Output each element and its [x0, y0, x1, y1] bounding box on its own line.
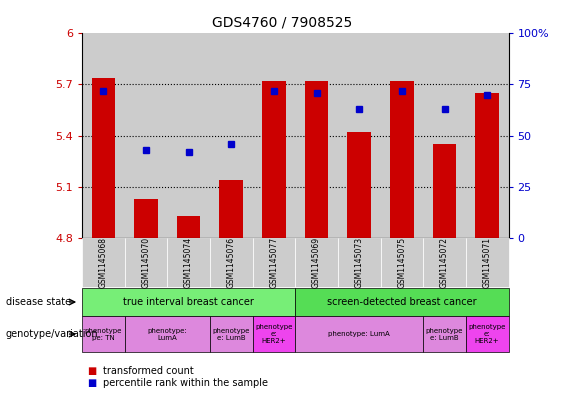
- Bar: [338, 33, 381, 238]
- Bar: [423, 33, 466, 238]
- Bar: [381, 33, 423, 238]
- Bar: [253, 33, 295, 238]
- Text: phenotype
e:
HER2+: phenotype e: HER2+: [255, 324, 293, 344]
- Bar: [210, 33, 253, 238]
- Bar: [305, 81, 328, 238]
- Bar: [466, 33, 509, 238]
- Bar: [124, 33, 167, 238]
- Text: GSM1145075: GSM1145075: [397, 237, 406, 288]
- Text: genotype/variation: genotype/variation: [6, 329, 98, 339]
- Bar: [92, 78, 115, 238]
- Text: GSM1145073: GSM1145073: [355, 237, 364, 288]
- Text: ■: ■: [88, 365, 97, 376]
- Text: GSM1145068: GSM1145068: [99, 237, 108, 288]
- Text: ■: ■: [88, 378, 97, 388]
- Bar: [82, 33, 124, 238]
- Text: phenotype
e:
HER2+: phenotype e: HER2+: [468, 324, 506, 344]
- Text: phenotype
e: LumB: phenotype e: LumB: [426, 327, 463, 341]
- Bar: [177, 216, 201, 238]
- Text: phenotype
e: LumB: phenotype e: LumB: [212, 327, 250, 341]
- Bar: [475, 93, 499, 238]
- Text: percentile rank within the sample: percentile rank within the sample: [103, 378, 268, 388]
- Bar: [134, 198, 158, 238]
- Text: GSM1145077: GSM1145077: [270, 237, 279, 288]
- Bar: [295, 33, 338, 238]
- Bar: [167, 33, 210, 238]
- Text: phenotype:
LumA: phenotype: LumA: [147, 327, 187, 341]
- Text: phenotype
pe: TN: phenotype pe: TN: [85, 327, 122, 341]
- Bar: [433, 144, 457, 238]
- Text: GSM1145071: GSM1145071: [483, 237, 492, 288]
- Bar: [219, 180, 243, 238]
- Text: GDS4760 / 7908525: GDS4760 / 7908525: [212, 16, 353, 30]
- Text: transformed count: transformed count: [103, 365, 194, 376]
- Text: phenotype: LumA: phenotype: LumA: [328, 331, 390, 337]
- Text: GSM1145076: GSM1145076: [227, 237, 236, 288]
- Bar: [347, 132, 371, 238]
- Bar: [390, 81, 414, 238]
- Bar: [262, 81, 286, 238]
- Text: true interval breast cancer: true interval breast cancer: [123, 297, 254, 307]
- Text: GSM1145074: GSM1145074: [184, 237, 193, 288]
- Text: GSM1145069: GSM1145069: [312, 237, 321, 288]
- Text: GSM1145072: GSM1145072: [440, 237, 449, 288]
- Text: disease state: disease state: [6, 297, 71, 307]
- Text: screen-detected breast cancer: screen-detected breast cancer: [327, 297, 477, 307]
- Text: GSM1145070: GSM1145070: [141, 237, 150, 288]
